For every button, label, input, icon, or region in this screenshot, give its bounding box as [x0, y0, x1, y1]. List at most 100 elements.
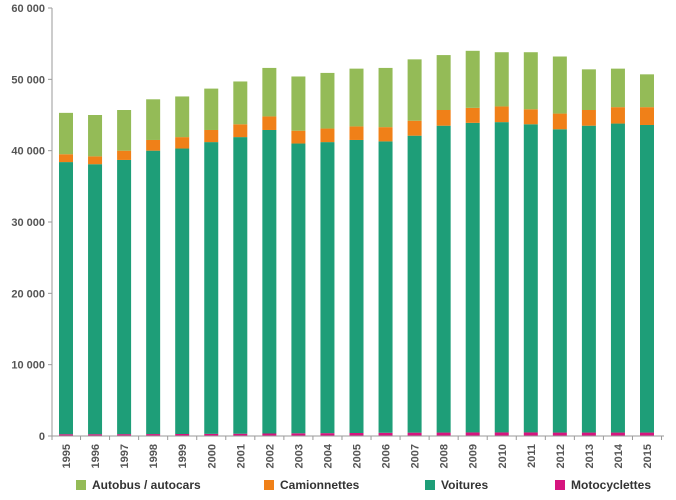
bar-segment-camionnettes — [233, 124, 248, 138]
legend-item-motocyclettes: Motocyclettes — [555, 478, 651, 492]
bar-segment-voitures — [291, 143, 306, 434]
bar-stack-2009 — [465, 50, 480, 436]
bar-segment-camionnettes — [640, 107, 654, 125]
x-tick-label: 2000 — [206, 444, 218, 468]
chart-legend: Autobus / autocars Camionnettes Voitures… — [0, 478, 676, 496]
legend-item-camionnettes: Camionnettes — [264, 478, 359, 492]
bar-segment-voitures — [233, 137, 248, 434]
bar-segment-voitures — [146, 150, 161, 435]
bar-stack-2008 — [436, 55, 451, 436]
bar-segment-motocyclettes — [407, 432, 422, 436]
bar-stack-1995 — [59, 112, 73, 436]
bar-stack-2010 — [494, 52, 509, 436]
bar-segment-voitures — [494, 122, 509, 433]
bar-segment-camionnettes — [494, 106, 509, 123]
bar-segment-motocyclettes — [88, 434, 103, 436]
bar-segment-autobus-autocars — [436, 55, 451, 111]
bar-segment-motocyclettes — [465, 432, 480, 436]
legend-swatch-motocyclettes — [555, 480, 565, 490]
x-tick-label: 2006 — [381, 444, 393, 468]
bar-stack-2006 — [378, 67, 393, 436]
bar-segment-motocyclettes — [610, 432, 625, 436]
bar-segment-motocyclettes — [320, 433, 335, 436]
legend-label-motocyclettes: Motocyclettes — [571, 478, 652, 492]
bar-segment-motocyclettes — [640, 432, 654, 436]
bar-segment-autobus-autocars — [640, 74, 654, 108]
bar-stack-2002 — [262, 67, 277, 436]
legend-swatch-autobus — [76, 480, 86, 490]
bar-segment-voitures — [552, 129, 567, 433]
x-tick-label: 2007 — [410, 444, 422, 468]
bar-stack-2001 — [233, 81, 248, 436]
bar-stack-2003 — [291, 76, 306, 436]
bar-segment-camionnettes — [349, 126, 364, 140]
bar-segment-voitures — [320, 142, 335, 434]
bar-segment-camionnettes — [320, 128, 335, 143]
y-axis: 0 10 000 20 000 30 000 40 000 50 000 60 000 — [11, 3, 53, 443]
bar-segment-autobus-autocars — [523, 52, 538, 110]
bar-stack-2013 — [581, 69, 596, 436]
legend-item-voitures: Voitures — [425, 478, 488, 492]
bar-segment-autobus-autocars — [465, 50, 480, 108]
bar-segment-voitures — [117, 159, 132, 435]
x-tick-label: 2005 — [352, 444, 364, 468]
bar-stacks — [59, 50, 654, 436]
bar-segment-autobus-autocars — [581, 69, 596, 111]
bar-segment-camionnettes — [407, 120, 422, 136]
bar-stack-1998 — [146, 99, 161, 436]
bar-segment-autobus-autocars — [494, 52, 509, 107]
y-tick-label: 30 000 — [11, 217, 45, 229]
x-tick-label: 1997 — [119, 444, 131, 468]
bar-segment-camionnettes — [610, 107, 625, 124]
bar-segment-voitures — [262, 129, 277, 434]
bar-segment-voitures — [175, 148, 190, 435]
x-tick-label: 2001 — [235, 444, 247, 468]
bar-segment-motocyclettes — [204, 433, 219, 436]
x-tick-label: 2011 — [526, 444, 538, 468]
x-tick-label: 2002 — [264, 444, 276, 468]
x-tick-label: 2004 — [322, 443, 334, 468]
bar-stack-2015 — [640, 74, 654, 436]
bar-stack-2012 — [552, 56, 567, 436]
bar-segment-autobus-autocars — [610, 68, 625, 108]
bar-segment-motocyclettes — [117, 434, 132, 436]
bar-segment-voitures — [523, 124, 538, 433]
bar-segment-voitures — [640, 124, 654, 433]
bar-segment-motocyclettes — [233, 433, 248, 436]
x-tick-label: 1995 — [61, 444, 73, 468]
bar-segment-camionnettes — [581, 110, 596, 126]
bar-segment-voitures — [59, 162, 73, 435]
bar-segment-camionnettes — [204, 129, 219, 143]
legend-item-autobus: Autobus / autocars — [76, 478, 201, 492]
x-tick-label: 2009 — [468, 444, 480, 468]
bar-segment-camionnettes — [88, 156, 103, 165]
bar-segment-motocyclettes — [581, 432, 596, 436]
bar-segment-camionnettes — [262, 116, 277, 130]
bar-segment-autobus-autocars — [88, 115, 103, 157]
bar-segment-motocyclettes — [523, 432, 538, 436]
bar-segment-camionnettes — [291, 130, 306, 144]
bar-segment-voitures — [349, 139, 364, 434]
y-tick-label: 10 000 — [11, 360, 45, 372]
bar-stack-2014 — [610, 68, 625, 436]
bar-segment-motocyclettes — [349, 433, 364, 436]
bar-stack-2007 — [407, 59, 422, 436]
bar-segment-voitures — [581, 125, 596, 433]
bar-segment-camionnettes — [117, 150, 132, 160]
bar-segment-motocyclettes — [494, 432, 509, 436]
bar-segment-motocyclettes — [552, 432, 567, 436]
x-tick-label: 1999 — [177, 444, 189, 468]
bar-segment-autobus-autocars — [59, 112, 73, 155]
bar-segment-motocyclettes — [436, 432, 451, 436]
bar-segment-voitures — [465, 122, 480, 433]
bar-segment-voitures — [204, 142, 219, 434]
x-tick-label: 2010 — [497, 444, 509, 468]
y-tick-label: 40 000 — [11, 146, 45, 158]
x-tick-label: 2014 — [613, 443, 625, 468]
x-axis: 1995 1996 1997 1998 1999 2000 2001 2002 2003 2004… — [51, 435, 664, 468]
bar-stack-2000 — [204, 88, 219, 436]
bar-segment-autobus-autocars — [291, 76, 306, 131]
bar-segment-camionnettes — [552, 113, 567, 130]
x-tick-label: 1998 — [148, 444, 160, 468]
